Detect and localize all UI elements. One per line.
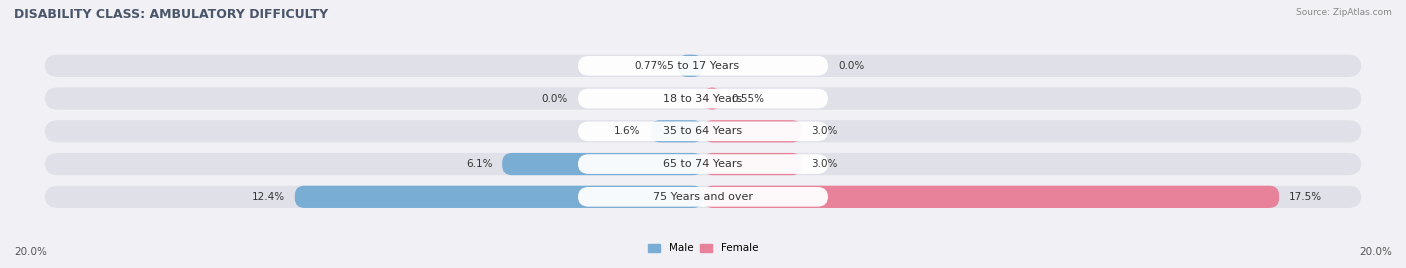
Text: Source: ZipAtlas.com: Source: ZipAtlas.com (1296, 8, 1392, 17)
FancyBboxPatch shape (578, 121, 828, 141)
FancyBboxPatch shape (45, 120, 1361, 143)
FancyBboxPatch shape (578, 89, 828, 108)
Text: 3.0%: 3.0% (811, 159, 838, 169)
FancyBboxPatch shape (578, 187, 828, 207)
FancyBboxPatch shape (578, 154, 828, 174)
Text: 20.0%: 20.0% (14, 247, 46, 257)
Text: 20.0%: 20.0% (1360, 247, 1392, 257)
FancyBboxPatch shape (703, 186, 1279, 208)
Text: 65 to 74 Years: 65 to 74 Years (664, 159, 742, 169)
FancyBboxPatch shape (45, 55, 1361, 77)
Text: 12.4%: 12.4% (252, 192, 285, 202)
Text: 18 to 34 Years: 18 to 34 Years (664, 94, 742, 103)
Text: 0.77%: 0.77% (634, 61, 668, 71)
Text: 5 to 17 Years: 5 to 17 Years (666, 61, 740, 71)
Text: DISABILITY CLASS: AMBULATORY DIFFICULTY: DISABILITY CLASS: AMBULATORY DIFFICULTY (14, 8, 328, 21)
Text: 0.0%: 0.0% (838, 61, 865, 71)
FancyBboxPatch shape (502, 153, 703, 175)
FancyBboxPatch shape (45, 87, 1361, 110)
FancyBboxPatch shape (678, 55, 703, 77)
FancyBboxPatch shape (45, 153, 1361, 175)
Text: 75 Years and over: 75 Years and over (652, 192, 754, 202)
FancyBboxPatch shape (703, 87, 721, 110)
Text: 1.6%: 1.6% (614, 126, 641, 136)
Text: 3.0%: 3.0% (811, 126, 838, 136)
FancyBboxPatch shape (45, 186, 1361, 208)
Text: 0.55%: 0.55% (731, 94, 763, 103)
Text: 0.0%: 0.0% (541, 94, 568, 103)
Text: 6.1%: 6.1% (465, 159, 492, 169)
FancyBboxPatch shape (703, 120, 801, 143)
FancyBboxPatch shape (578, 56, 828, 76)
FancyBboxPatch shape (651, 120, 703, 143)
Legend: Male, Female: Male, Female (648, 243, 758, 254)
FancyBboxPatch shape (703, 153, 801, 175)
Text: 35 to 64 Years: 35 to 64 Years (664, 126, 742, 136)
Text: 17.5%: 17.5% (1289, 192, 1322, 202)
FancyBboxPatch shape (295, 186, 703, 208)
